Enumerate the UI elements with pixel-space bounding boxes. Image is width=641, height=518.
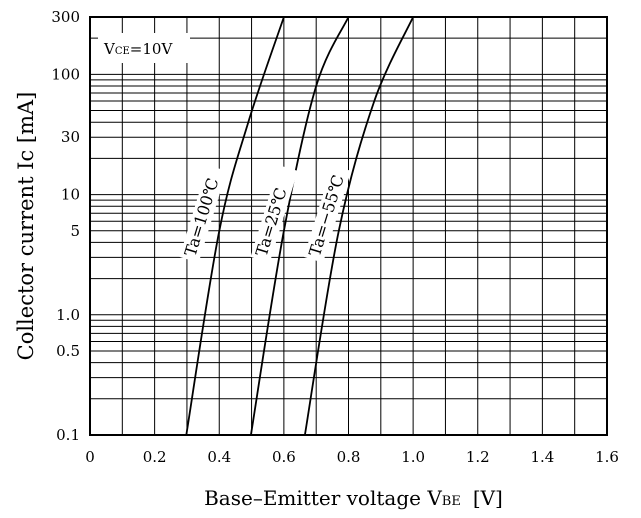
condition-subscript: CE bbox=[115, 46, 130, 57]
x-tick-label: 0.8 bbox=[337, 448, 361, 466]
y-axis-label: Collector current Ic [mA] bbox=[14, 92, 38, 361]
grid bbox=[90, 17, 607, 435]
x-tick-label: 0.4 bbox=[207, 448, 231, 466]
series-label-background bbox=[179, 165, 227, 263]
x-tick-label: 0.6 bbox=[272, 448, 296, 466]
y-tick-label: 100 bbox=[51, 65, 80, 83]
x-axis-label-main: Base–Emitter voltage V bbox=[204, 486, 442, 510]
y-tick-label: 0.5 bbox=[56, 342, 80, 360]
y-tick-label: 10 bbox=[61, 186, 80, 204]
y-tick-label: 30 bbox=[61, 128, 80, 146]
x-tick-label: 0.2 bbox=[143, 448, 167, 466]
x-tick-label: 0 bbox=[85, 448, 95, 466]
x-tick-label: 1.6 bbox=[595, 448, 619, 466]
x-tick-label: 1.2 bbox=[466, 448, 490, 466]
series-label-background bbox=[250, 165, 298, 263]
y-tick-label: 1.0 bbox=[56, 306, 80, 324]
x-axis-label: Base–Emitter voltage VBE [V] bbox=[204, 486, 503, 510]
condition-symbol: V bbox=[103, 40, 116, 58]
y-tick-labels: 300 100 30 10 5 1.0 0.5 0.1 bbox=[51, 8, 80, 444]
condition-box: VCE=10V bbox=[98, 33, 190, 63]
condition-value: =10V bbox=[130, 40, 174, 58]
y-tick-label: 5 bbox=[70, 222, 80, 240]
x-tick-label: 1.0 bbox=[401, 448, 425, 466]
x-tick-labels: 0 0.2 0.4 0.6 0.8 1.0 1.2 1.4 1.6 bbox=[85, 448, 619, 466]
series-curve bbox=[185, 16, 285, 436]
series-labels: Ta=100℃ Ta=25℃ Ta=−55℃ bbox=[179, 165, 352, 263]
x-axis-label-unit: [V] bbox=[473, 486, 503, 510]
condition-background bbox=[98, 33, 190, 63]
series-curve bbox=[304, 16, 414, 436]
condition-label: VCE=10V bbox=[103, 40, 173, 58]
series-label-background bbox=[303, 165, 352, 263]
y-tick-label: 300 bbox=[51, 8, 80, 26]
y-tick-label: 0.1 bbox=[56, 426, 80, 444]
x-tick-label: 1.4 bbox=[530, 448, 554, 466]
x-axis-label-subscript: BE bbox=[442, 494, 461, 509]
